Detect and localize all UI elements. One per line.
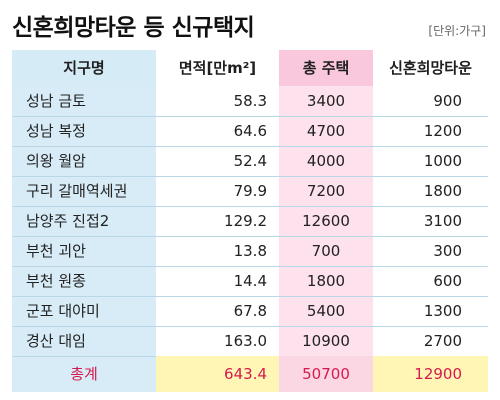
area-value: 14.4 — [233, 272, 267, 290]
district-name: 군포 대야미 — [26, 302, 100, 320]
total-housing-value: 10900 — [302, 332, 350, 350]
area-value: 52.4 — [233, 152, 267, 170]
total-housing-sum: 50700 — [302, 365, 350, 383]
total-housing-value: 4700 — [306, 122, 346, 140]
area-value: 58.3 — [233, 92, 267, 110]
table-row: 성남 복정 64.6 4700 1200 — [12, 116, 488, 147]
table-row: 군포 대야미 67.8 5400 1300 — [12, 296, 488, 327]
district-name: 남양주 진접2 — [26, 212, 110, 230]
table-row: 부천 원종 14.4 1800 600 — [12, 266, 488, 297]
district-name: 구리 갈매역세권 — [26, 182, 128, 200]
total-housing-value: 7200 — [306, 182, 346, 200]
area-value: 67.8 — [233, 302, 267, 320]
district-name: 경산 대임 — [26, 332, 86, 350]
total-housing-column-background — [279, 50, 373, 392]
area-value: 79.9 — [233, 182, 267, 200]
newlywed-value: 2700 — [423, 332, 462, 350]
table-header-row: 지구명 면적[만m²] 총 주택 신혼희망타운 — [12, 50, 488, 86]
total-area-value: 643.4 — [224, 365, 267, 383]
total-housing-value: 5400 — [306, 302, 346, 320]
header-total-housing: 총 주택 — [302, 59, 350, 77]
area-value: 64.6 — [233, 122, 267, 140]
newlywed-value: 900 — [433, 92, 462, 110]
unit-label: [단위:가구] — [428, 24, 486, 38]
page-title: 신혼희망타운 등 신규택지 — [12, 15, 255, 41]
district-name: 의왕 월암 — [26, 152, 86, 170]
header-district: 지구명 — [63, 59, 105, 77]
area-value: 163.0 — [224, 332, 267, 350]
district-name: 성남 금토 — [26, 92, 86, 110]
area-value: 129.2 — [224, 212, 267, 230]
header-area: 면적[만m²] — [178, 59, 257, 77]
table-row: 의왕 월암 52.4 4000 1000 — [12, 146, 488, 177]
newlywed-value: 1000 — [423, 152, 462, 170]
table-row: 구리 갈매역세권 79.9 7200 1800 — [12, 176, 488, 207]
newlywed-value: 3100 — [423, 212, 462, 230]
area-value: 13.8 — [233, 242, 267, 260]
total-label: 총계 — [70, 365, 98, 383]
district-name: 성남 복정 — [26, 122, 86, 140]
table-row: 경산 대임 163.0 10900 2700 — [12, 326, 488, 357]
district-column-background — [12, 50, 156, 392]
total-newlywed-sum: 12900 — [414, 365, 462, 383]
total-row: 총계 643.4 50700 12900 — [12, 356, 488, 392]
newlywed-value: 300 — [433, 242, 462, 260]
total-housing-value: 700 — [311, 242, 341, 260]
total-housing-value: 4000 — [306, 152, 346, 170]
total-housing-value: 3400 — [306, 92, 346, 110]
total-housing-value: 12600 — [302, 212, 350, 230]
district-name: 부천 괴안 — [26, 242, 86, 260]
total-housing-value: 1800 — [306, 272, 346, 290]
district-name: 부천 원종 — [26, 272, 86, 290]
newlywed-value: 1300 — [423, 302, 462, 320]
newlywed-value: 1200 — [423, 122, 462, 140]
table-row: 성남 금토 58.3 3400 900 — [12, 86, 488, 117]
table-row: 부천 괴안 13.8 700 300 — [12, 236, 488, 267]
data-table: 지구명 면적[만m²] 총 주택 신혼희망타운 성남 금토 58.3 3400 … — [12, 50, 488, 392]
newlywed-value: 1800 — [423, 182, 462, 200]
header-newlywed-town: 신혼희망타운 — [389, 59, 472, 77]
newlywed-value: 600 — [433, 272, 462, 290]
table-row: 남양주 진접2 129.2 12600 3100 — [12, 206, 488, 237]
